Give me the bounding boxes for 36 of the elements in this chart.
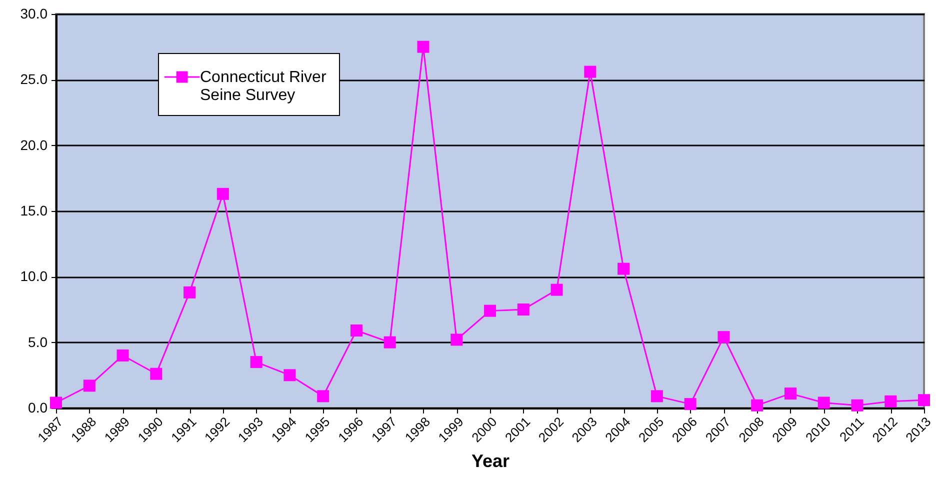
point (250, 356, 262, 368)
point (718, 331, 730, 344)
x-axis-title: Year (471, 451, 510, 472)
point (918, 394, 930, 406)
point (184, 286, 196, 298)
point (83, 380, 96, 392)
y-tick-label: 30.0 (20, 6, 48, 22)
legend-label: Connecticut River Seine Survey (200, 69, 327, 104)
y-tick-label: 25.0 (20, 71, 48, 88)
point (584, 66, 596, 78)
point (784, 388, 796, 400)
point (618, 262, 630, 275)
y-tick-label: 0.0 (28, 400, 48, 416)
point (851, 399, 864, 412)
y-tick-label: 20.0 (20, 136, 48, 153)
point (818, 396, 830, 409)
point (650, 390, 663, 402)
point (50, 396, 62, 409)
point (350, 324, 362, 337)
point (484, 304, 496, 317)
point (884, 395, 897, 408)
y-tick-label: 5.0 (28, 334, 48, 350)
point (116, 349, 129, 362)
point (550, 284, 563, 296)
point (317, 390, 330, 402)
y-tick-label: 15.0 (20, 202, 48, 218)
point (216, 188, 229, 200)
point (150, 368, 162, 380)
point (417, 40, 430, 53)
point (284, 369, 296, 382)
point (684, 398, 696, 410)
point (384, 336, 396, 348)
point (517, 304, 530, 316)
point (751, 399, 764, 412)
point (450, 334, 463, 346)
y-tick-label: 10.0 (20, 268, 48, 284)
